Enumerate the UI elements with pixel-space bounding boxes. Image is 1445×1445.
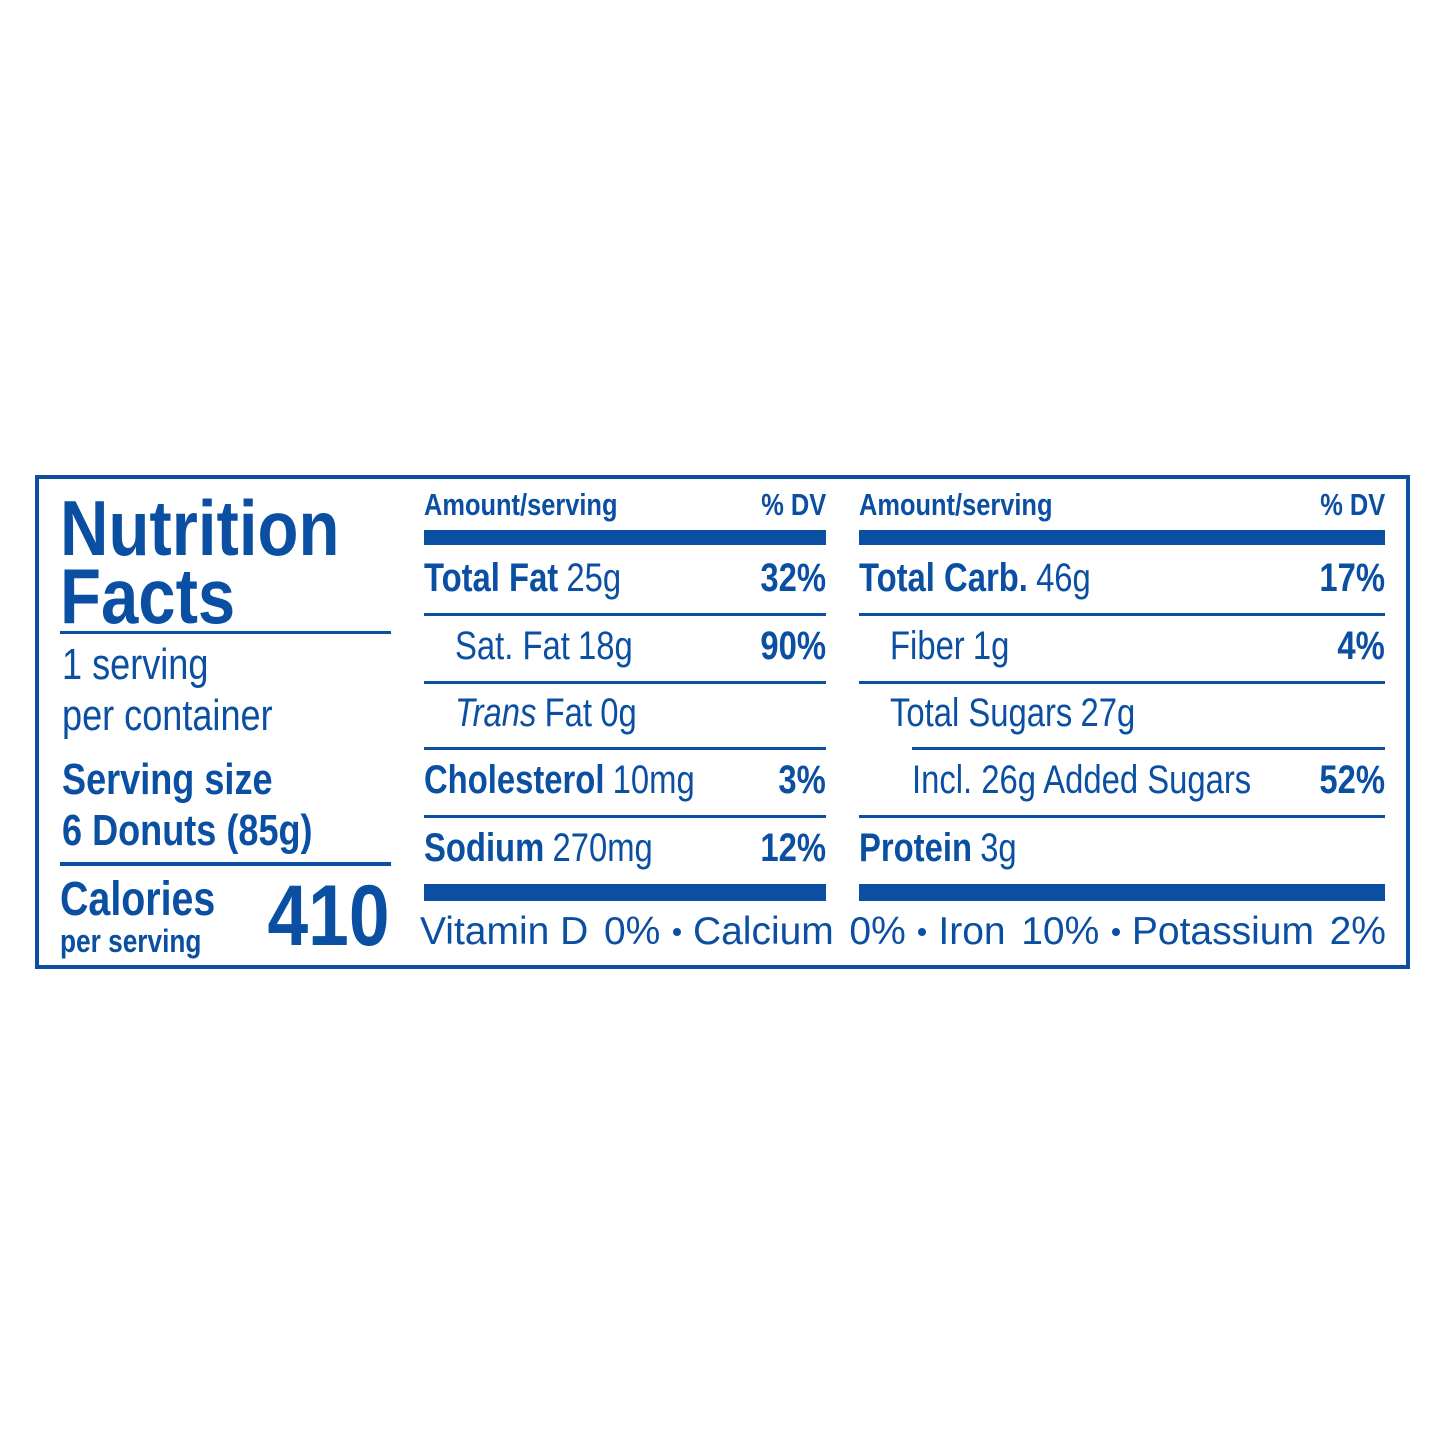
rule xyxy=(424,613,826,616)
rule xyxy=(859,884,1385,901)
nutrient-amount: 18g xyxy=(578,624,633,668)
calories-label: Calories xyxy=(60,872,216,926)
title: Facts xyxy=(60,552,236,641)
vitamin-name: Calcium xyxy=(692,910,834,953)
nutrient-row: Fiber 1g xyxy=(890,626,1009,666)
nutrient-name: Sat. Fat xyxy=(455,624,570,668)
nutrient-dv: 90% xyxy=(760,624,826,668)
nutrient-name: Incl. 26g Added Sugars xyxy=(912,758,1252,802)
nutrient-name: Protein xyxy=(859,826,972,870)
rule xyxy=(60,631,391,634)
column-header: Amount/serving xyxy=(859,486,1053,522)
calories-value: 410 xyxy=(267,867,389,964)
vitamin: Potassium 2% xyxy=(1132,912,1386,951)
title: Nutrition xyxy=(60,484,340,573)
column-header: % DV xyxy=(1320,486,1385,522)
vitamin-dv: 0% xyxy=(603,910,661,953)
nutrient-row: Protein 3g xyxy=(859,828,1017,868)
nutrient-row: Total Carb. 46g xyxy=(859,558,1091,598)
rule xyxy=(424,530,826,545)
vitamin-name: Vitamin D xyxy=(420,910,589,953)
nutrient-dv: 17% xyxy=(1319,556,1385,600)
nutrient-dv: 4% xyxy=(1337,624,1385,668)
nutrient-row: Total Fat 25g xyxy=(424,558,621,598)
column-header: Amount/serving xyxy=(424,486,618,522)
column-header: % DV xyxy=(761,486,826,522)
nutrient-amount: 0g xyxy=(600,691,637,735)
nutrient-row: Incl. 26g Added Sugars xyxy=(912,760,1251,800)
nutrient-dv: 12% xyxy=(760,826,826,870)
rule xyxy=(424,815,826,818)
vitamin: Calcium 0% xyxy=(693,912,906,951)
nutrient-name: Fiber xyxy=(890,624,965,668)
rule xyxy=(424,681,826,684)
serving-size-label: Serving size xyxy=(62,754,273,804)
nutrient-row: Total Sugars 27g xyxy=(890,693,1135,733)
nutrient-name: Total Carb. xyxy=(859,556,1028,600)
nutrient-prefix: Trans xyxy=(455,691,537,735)
nutrient-row: Cholesterol 10mg xyxy=(424,760,695,800)
nutrient-amount: 1g xyxy=(972,624,1010,668)
nutrient-name: Cholesterol xyxy=(424,758,605,802)
nutrient-dv: 32% xyxy=(760,556,826,600)
separator-dot xyxy=(672,927,681,936)
nutrient-amount: 270mg xyxy=(552,826,653,870)
rule xyxy=(60,862,391,866)
nutrient-dv: 3% xyxy=(778,758,826,802)
calories-sublabel: per serving xyxy=(60,923,202,960)
nutrient-row: Trans Fat 0g xyxy=(455,693,637,733)
serving-size-value: 6 Donuts (85g) xyxy=(62,805,313,855)
nutrient-name: Total Fat xyxy=(424,556,559,600)
nutrient-row: Sodium 270mg xyxy=(424,828,653,868)
label-border xyxy=(35,475,1410,969)
nutrient-row: Sat. Fat 18g xyxy=(455,626,633,666)
rule xyxy=(859,530,1385,545)
servings: 1 serving xyxy=(62,639,209,689)
nutrient-name: Total Sugars xyxy=(890,691,1073,735)
nutrient-amount: 27g xyxy=(1080,691,1136,735)
rule xyxy=(424,747,826,750)
vitamin-name: Potassium xyxy=(1131,910,1314,953)
vitamin-name: Iron xyxy=(938,910,1006,953)
rule xyxy=(912,747,1385,750)
nutrient-dv: 52% xyxy=(1319,758,1385,802)
vitamin: Vitamin D 0% xyxy=(420,912,660,951)
rule xyxy=(859,681,1385,684)
vitamin-dv: 10% xyxy=(1021,910,1100,953)
nutrient-amount: 25g xyxy=(566,556,622,600)
rule xyxy=(424,884,826,901)
vitamin-dv: 2% xyxy=(1329,910,1386,953)
servings: per container xyxy=(62,690,273,740)
rule xyxy=(859,613,1385,616)
separator-dot xyxy=(1111,927,1120,936)
nutrient-name: Sodium xyxy=(424,826,545,870)
nutrient-name: Fat xyxy=(544,691,593,735)
nutrient-amount: 46g xyxy=(1036,556,1091,600)
separator-dot xyxy=(918,927,927,936)
nutrient-amount: 3g xyxy=(980,826,1017,870)
nutrient-amount: 10mg xyxy=(612,758,695,802)
vitamin-dv: 0% xyxy=(849,910,906,953)
vitamin-line: Vitamin D 0% Calcium 0% Iron 10% Potassium 2% xyxy=(420,912,1386,951)
vitamin: Iron 10% xyxy=(938,912,1099,951)
rule xyxy=(859,815,1385,818)
